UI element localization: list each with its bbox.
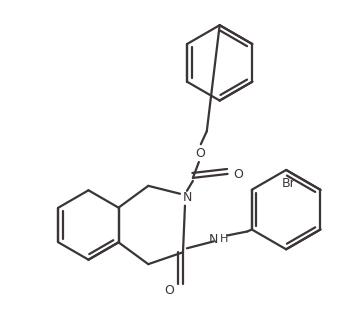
Text: N: N <box>209 233 218 246</box>
Text: O: O <box>195 147 205 160</box>
Text: H: H <box>219 234 228 244</box>
Text: N: N <box>182 191 191 204</box>
Text: Br: Br <box>282 177 296 190</box>
Text: O: O <box>164 284 174 298</box>
Text: O: O <box>233 168 244 181</box>
